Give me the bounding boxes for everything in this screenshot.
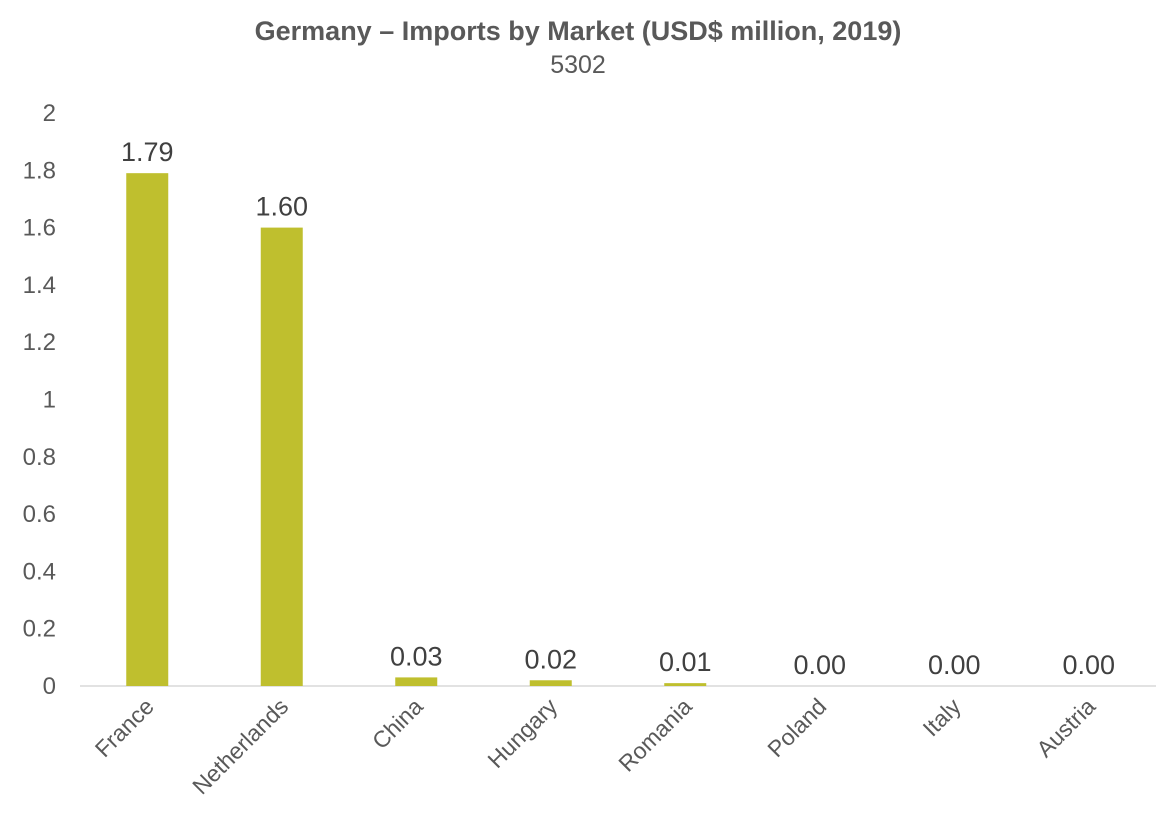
category-label: Austria (1031, 693, 1100, 762)
y-tick-label: 1.6 (23, 215, 56, 242)
category-label: Poland (762, 693, 831, 762)
data-label: 1.60 (255, 192, 308, 222)
y-tick-label: 1 (43, 387, 56, 414)
y-tick-label: 1.8 (23, 157, 56, 184)
chart-subtitle: 5302 (550, 51, 606, 79)
bar-hungary (529, 680, 572, 686)
data-label: 0.03 (390, 641, 443, 671)
category-label: Netherlands (187, 693, 293, 799)
category-label: Romania (613, 693, 697, 777)
y-tick-label: 0.6 (23, 501, 56, 528)
y-tick-label: 1.4 (23, 272, 56, 299)
data-label: 0.01 (659, 647, 712, 677)
y-tick-label: 0.8 (23, 444, 56, 471)
data-label: 0.00 (793, 650, 846, 680)
category-label: Italy (918, 693, 967, 742)
category-label: France (90, 693, 159, 762)
category-label: China (367, 693, 428, 754)
data-label: 0.02 (524, 644, 577, 674)
bar-netherlands (260, 227, 303, 686)
data-label: 1.79 (121, 137, 174, 167)
y-tick-label: 0.4 (23, 558, 56, 585)
data-label: 0.00 (1062, 650, 1115, 680)
chart-title: Germany – Imports by Market (USD$ millio… (254, 16, 902, 46)
y-tick-label: 0.2 (23, 616, 56, 643)
y-tick-label: 2 (43, 100, 56, 127)
category-label: Hungary (482, 693, 562, 773)
y-tick-label: 0 (43, 673, 56, 700)
bar-china (395, 677, 438, 686)
data-label: 0.00 (928, 650, 981, 680)
y-tick-label: 1.2 (23, 329, 56, 356)
bar-romania (664, 683, 707, 686)
bar-france (126, 173, 169, 687)
